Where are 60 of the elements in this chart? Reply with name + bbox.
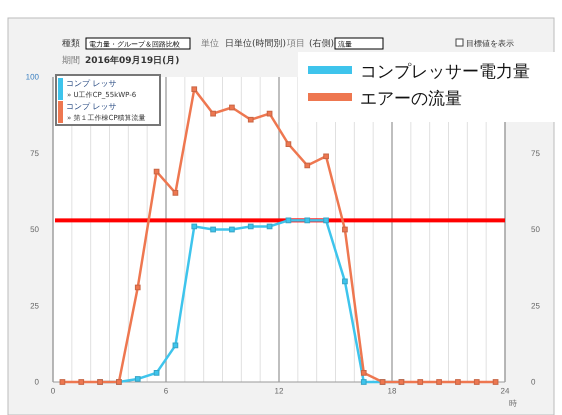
point: [154, 168, 160, 174]
text: 単位: [201, 38, 219, 49]
x-tick-label: 0: [50, 386, 56, 396]
y2-tick-label: 50: [531, 225, 540, 234]
point: [455, 379, 461, 385]
point: [210, 110, 216, 116]
y-tick-label: 75: [30, 148, 40, 158]
point: [304, 218, 310, 224]
x-axis-title: 時: [509, 399, 517, 408]
y2-tick-label: 25: [531, 301, 540, 310]
point: [229, 226, 235, 232]
point: [323, 153, 329, 160]
y-tick-label: 0: [34, 378, 40, 387]
point: [154, 370, 160, 376]
point: [248, 224, 254, 230]
point: [342, 278, 348, 284]
legend-label: エアーの流量: [360, 89, 462, 109]
annotation: コンプ レッサ: [66, 102, 117, 111]
point: [248, 116, 254, 123]
text: 2016年09月19日(月): [85, 55, 180, 66]
point: [210, 226, 216, 232]
y-tick-label: 50: [30, 225, 40, 234]
point: [191, 86, 198, 92]
y2-tick-label: 0: [531, 378, 536, 387]
point: [134, 376, 141, 382]
point: [360, 379, 367, 385]
text: (右側): [309, 38, 334, 49]
point: [191, 224, 198, 230]
text: 種類: [62, 38, 80, 49]
point: [474, 379, 480, 385]
point: [134, 284, 141, 290]
point: [78, 379, 84, 385]
annotation: コンプ レッサ: [66, 79, 117, 88]
point: [266, 224, 272, 230]
x-tick-label: 24: [500, 386, 510, 396]
point: [172, 342, 178, 348]
point: [60, 379, 66, 385]
point: [172, 190, 178, 196]
point: [286, 218, 292, 224]
x-tick-label: 12: [274, 386, 284, 396]
point: [229, 104, 235, 110]
point: [417, 379, 424, 385]
y2-tick-label: 75: [531, 148, 540, 158]
y-tick-label: 25: [30, 301, 40, 310]
text: 期間: [62, 55, 80, 66]
point: [436, 379, 442, 385]
text: 項目: [287, 39, 305, 49]
point: [342, 226, 348, 232]
point: [360, 370, 367, 376]
text: 目標値を表示: [466, 39, 514, 48]
x-tick-label: 18: [388, 386, 397, 396]
point: [286, 141, 292, 147]
point: [266, 110, 272, 116]
point: [492, 379, 498, 385]
legend-label: コンプレッサー電力量: [360, 62, 530, 82]
x-tick-label: 6: [164, 386, 169, 396]
y-tick-label: 100: [26, 72, 40, 82]
point: [304, 162, 310, 168]
point: [323, 218, 329, 224]
text: 日単位(時間別): [225, 38, 286, 49]
